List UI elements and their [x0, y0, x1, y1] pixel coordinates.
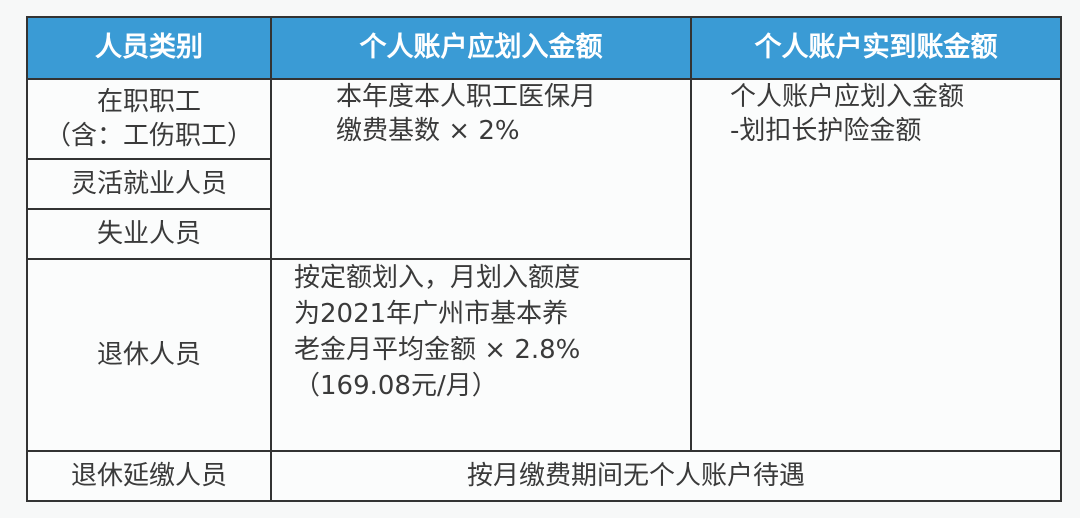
category-deferred: 退休延缴人员	[26, 450, 272, 502]
amount-line: 本年度本人职工医保月	[336, 82, 597, 112]
actual-line: -划扣长护险金额	[730, 116, 922, 146]
category-unemployed: 失业人员	[26, 208, 272, 260]
actual-line: 个人账户应划入金额	[730, 82, 965, 112]
category-line: 在职职工	[96, 87, 201, 117]
category-line: （含：工伤职工）	[44, 121, 253, 151]
header-category: 人员类别	[26, 16, 272, 80]
amount-working: 本年度本人职工医保月 缴费基数 × 2%	[270, 78, 692, 260]
header-allocated-amount: 个人账户应划入金额	[270, 16, 692, 80]
header-actual-amount: 个人账户实到账金额	[690, 16, 1062, 80]
category-flexible: 灵活就业人员	[26, 158, 272, 210]
amount-line: 按定额划入，月划入额度	[294, 263, 581, 293]
amount-line: 缴费基数 × 2%	[336, 116, 520, 146]
amount-line: （169.08元/月）	[294, 371, 498, 401]
category-retired: 退休人员	[26, 258, 272, 452]
amount-retired: 按定额划入，月划入额度 为2021年广州市基本养 老金月平均金额 × 2.8% …	[270, 258, 692, 452]
actual-amount: 个人账户应划入金额 -划扣长护险金额	[690, 78, 1062, 452]
amount-line: 老金月平均金额 × 2.8%	[294, 335, 581, 365]
category-working: 在职职工 （含：工伤职工）	[26, 78, 272, 160]
amount-line: 为2021年广州市基本养	[294, 299, 569, 329]
deferred-note: 按月缴费期间无个人账户待遇	[270, 450, 1062, 502]
